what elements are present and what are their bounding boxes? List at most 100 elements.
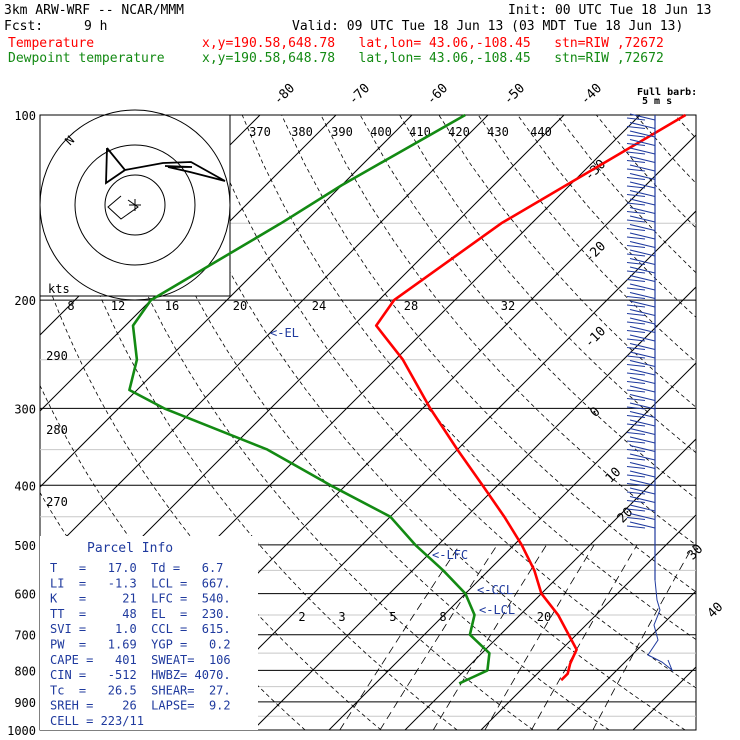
dry-adiabat [40, 259, 382, 730]
wind-barb [626, 113, 656, 121]
wind-barb [626, 156, 656, 163]
wind-barb [626, 360, 656, 367]
wind-barb [626, 300, 656, 308]
mixing-ratio-label: 2 [298, 610, 305, 624]
hodograph-ring [104, 174, 166, 236]
wind-barb [626, 479, 656, 486]
pressure-label-200: 200 [14, 294, 36, 308]
hodograph-ring [74, 144, 196, 266]
hodograph-ring-label: 32 [501, 299, 515, 313]
wind-barb [626, 521, 656, 529]
mixing-ratio-label: 3 [338, 610, 345, 624]
dewpoint-line [128, 113, 491, 685]
temperature-location: x,y=190.58,648.78 lat,lon= 43.06,-108.45… [202, 36, 664, 51]
annotation-label: <-LFC [432, 548, 468, 562]
dry-adiabat [359, 115, 696, 500]
theta-label: 410 [409, 125, 431, 139]
wind-barb [626, 513, 656, 520]
dry-adiabat [438, 115, 696, 408]
wind-barb [626, 173, 656, 180]
theta-label: 400 [370, 125, 392, 139]
mixing-ratio-line [484, 544, 595, 730]
parcel-info-panel: Parcel Info T = 17.0 Td = 6.7LI = -1.3 L… [40, 536, 258, 730]
barb-legend: Full barb: 5 m s [637, 87, 697, 107]
temperature-legend: Temperature [8, 36, 95, 51]
isotherm-line [176, 210, 696, 730]
isotherm-label: -50 [501, 81, 528, 108]
valid-time: Valid: 09 UTC Tue 18 Jun 13 (03 MDT Tue … [292, 19, 684, 34]
isotherm-label: -40 [578, 81, 605, 108]
parcel-annotations: <-EL <-LFC <-CCL <-LCL [270, 326, 515, 617]
pressure-axis: 100 200 300 400 500 600 700 800 900 1000 [7, 109, 36, 738]
wind-barb [626, 130, 656, 138]
barb-title-line1: Full barb: [637, 87, 697, 98]
wind-barb [626, 181, 656, 189]
parcel-info-row: SVI = 1.0 CCL = 615. [50, 622, 231, 636]
pressure-label-800: 800 [14, 664, 36, 678]
pressure-label-700: 700 [14, 629, 36, 643]
wind-barb [626, 462, 656, 469]
dry-adiabat [45, 115, 458, 730]
isotherm-line [40, 115, 337, 412]
wind-barb [626, 224, 656, 231]
isotherm-label: -60 [424, 81, 451, 108]
temperature-line [374, 113, 687, 682]
wind-barb [626, 283, 656, 291]
theta-label: 270 [46, 495, 68, 509]
dry-adiabat [399, 115, 696, 454]
mixing-ratio-line [592, 544, 694, 730]
theta-label: 440 [530, 125, 552, 139]
wind-barbs [626, 113, 674, 672]
annotation-label: <-LCL [479, 603, 515, 617]
sounding-series [128, 113, 687, 685]
theta-label: 370 [249, 125, 271, 139]
wind-barb [626, 309, 656, 316]
pressure-label-500: 500 [14, 539, 36, 553]
wind-barb [626, 215, 656, 223]
wind-barb [626, 496, 656, 503]
dry-adiabat [84, 115, 534, 730]
wind-barb [626, 504, 656, 512]
wind-barb [626, 292, 656, 299]
wind-barb [626, 436, 656, 444]
dry-adiabat [163, 115, 686, 730]
wind-barb [626, 343, 656, 350]
parcel-info-row: Tc = 26.5 SHEAR= 27. [50, 683, 231, 697]
dry-adiabat [123, 115, 610, 730]
wind-barb [626, 453, 656, 461]
parcel-info-row: SREH = 26 LAPSE= 9.2 [50, 699, 231, 713]
wind-barb [626, 275, 656, 282]
pressure-label-100: 100 [14, 109, 36, 123]
parcel-info-title: Parcel Info [87, 541, 173, 556]
wind-barb [626, 258, 656, 265]
wind-barb [626, 317, 656, 325]
theta-label: 380 [291, 125, 313, 139]
wind-barb [626, 351, 656, 359]
theta-label: 430 [487, 125, 509, 139]
isotherm-line [252, 286, 696, 730]
mixing-ratio-label: 20 [537, 610, 551, 624]
theta-label: 420 [448, 125, 470, 139]
hodograph-ring-label: 16 [165, 299, 179, 313]
hodograph-ring-label: 24 [312, 299, 326, 313]
wind-barb [626, 428, 656, 435]
hodograph-trace-inner [107, 195, 139, 220]
wind-barb [626, 164, 656, 172]
hodograph-ring [39, 109, 231, 301]
annotation-label: <-EL [270, 326, 299, 340]
wind-barb [626, 249, 656, 257]
pressure-label-900: 900 [14, 696, 36, 710]
wind-barb [626, 377, 656, 384]
pressure-label-600: 600 [14, 588, 36, 602]
isotherm-label: -80 [271, 81, 298, 108]
wind-barb [626, 394, 656, 401]
hodograph-trace [105, 147, 226, 185]
wind-barb [626, 326, 656, 333]
theta-label: 390 [331, 125, 353, 139]
wind-barb [626, 411, 656, 418]
parcel-info-row: PW = 1.69 YGP = 0.2 [50, 638, 231, 652]
isotherm-line [40, 115, 489, 564]
wind-barb [626, 445, 656, 452]
dry-adiabat [320, 115, 696, 546]
